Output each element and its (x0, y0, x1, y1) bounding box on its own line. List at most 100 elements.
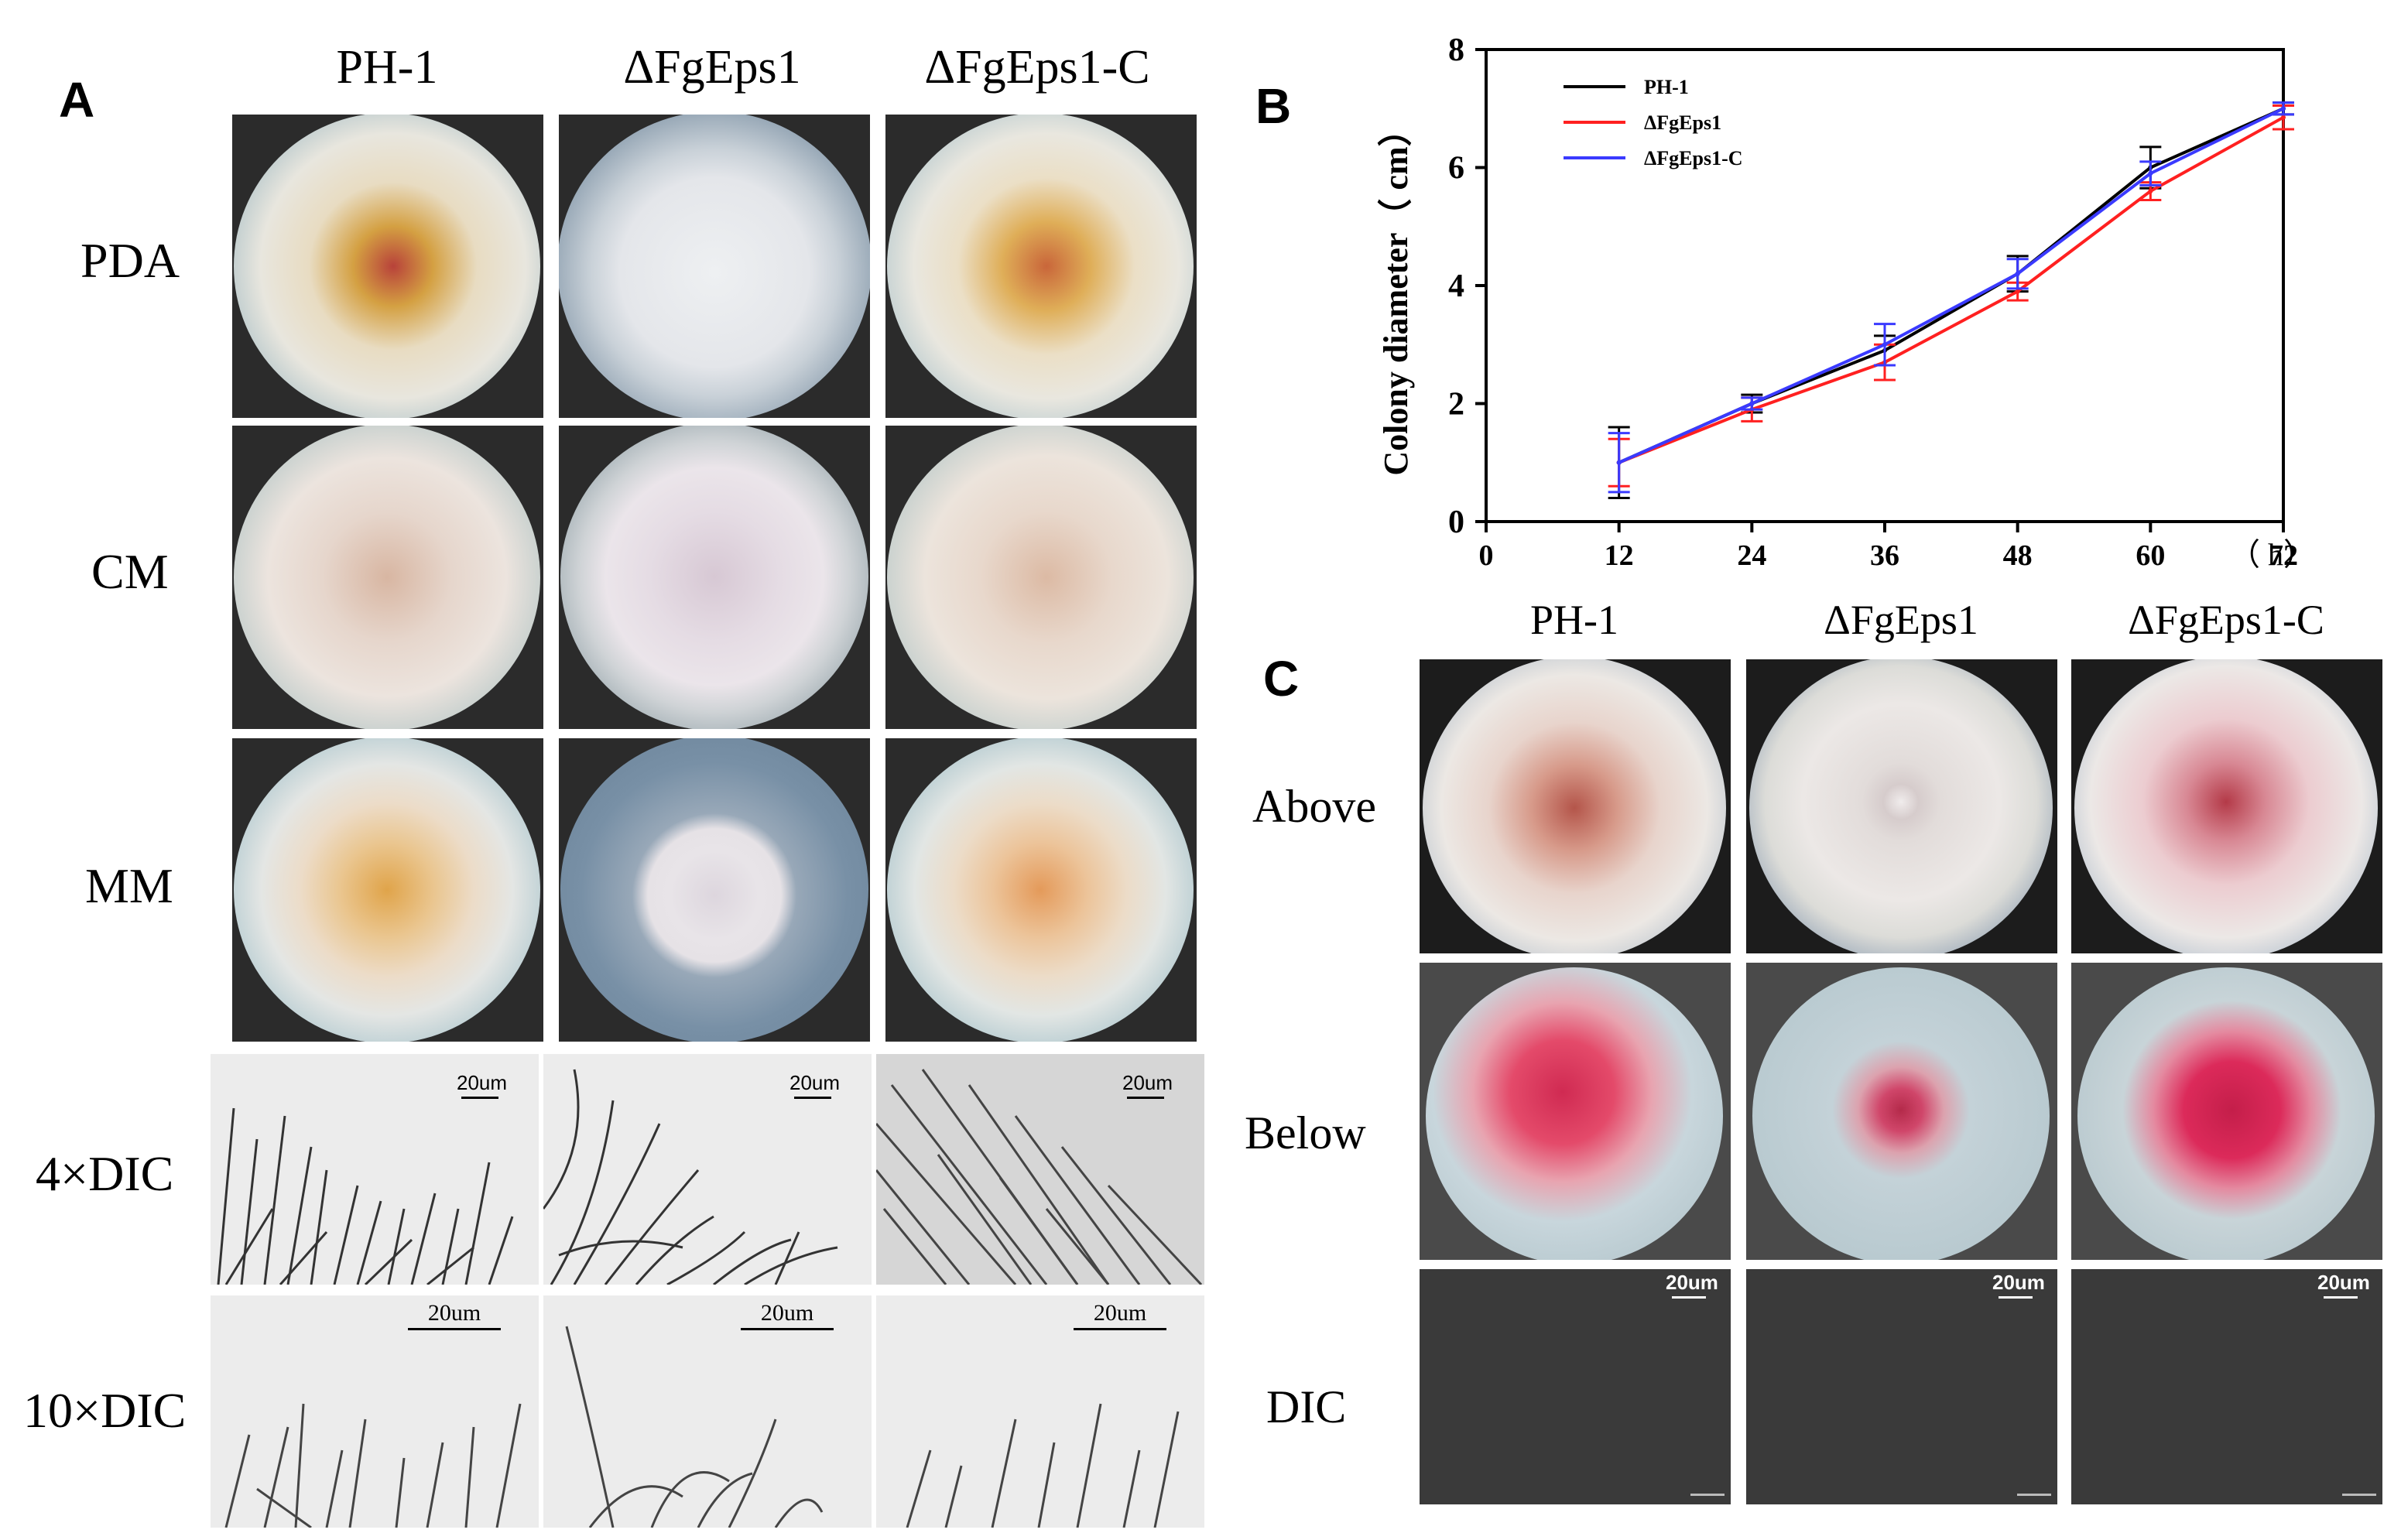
colony-photo-mm-mutant (559, 738, 870, 1042)
data-point (1882, 342, 1887, 347)
colony-photo-below-complement (2071, 963, 2382, 1260)
scale-bar-label: 20um (760, 1300, 814, 1326)
scale-bar-bottom (2342, 1494, 2376, 1496)
data-point (2148, 189, 2153, 193)
scale-bar: 20um (404, 1300, 505, 1330)
dic-10x-ph1: 20um (211, 1295, 539, 1528)
chart-legend: PH-1 ΔFgEps1 ΔFgEps1-C (1564, 76, 1743, 169)
scale-bar: 20um (457, 1071, 507, 1099)
panel-a-row-header: PDA (80, 233, 180, 288)
panel-c-row-header: Below (1245, 1107, 1366, 1158)
data-point (2015, 271, 2020, 276)
colony-photo-mm-complement (885, 738, 1197, 1042)
colony-photo-below-ph1 (1420, 963, 1731, 1260)
dic-mutant: 20um (1746, 1269, 2057, 1504)
panel-a-row-header: 10×DIC (23, 1383, 187, 1438)
chart-x-axis-unit-label: （ h） (2229, 537, 2314, 572)
panel-c-column-header: ΔFgEps1-C (2128, 597, 2324, 643)
scale-bar-label: 20um (1122, 1071, 1173, 1094)
panel-a-row-header: 4×DIC (36, 1146, 174, 1201)
colony-photo-below-mutant (1746, 963, 2057, 1260)
colony-photo-cm-complement (885, 426, 1197, 729)
panel-label-b: B (1255, 78, 1292, 134)
hyphae-drawing (906, 1403, 1180, 1528)
x-tick-label: 0 (1479, 539, 1494, 572)
series-line (1618, 107, 2284, 464)
x-tick-label: 12 (1605, 539, 1634, 572)
scale-bar: 20um (737, 1300, 837, 1330)
y-tick-label: 8 (1448, 33, 1464, 68)
colony-photo-pda-ph1 (232, 115, 543, 418)
panel-c-column-header: ΔFgEps1 (1824, 597, 1978, 643)
scale-bar: 20um (2317, 1271, 2370, 1299)
data-point (1616, 460, 1622, 465)
colony-photo-above-mutant (1746, 659, 2057, 953)
panel-label-c: C (1263, 651, 1300, 707)
x-tick-label: 24 (1737, 539, 1766, 572)
panel-c-row-header: DIC (1266, 1381, 1347, 1432)
scale-bar: 20um (789, 1071, 840, 1099)
panel-a-column-header: PH-1 (336, 41, 438, 94)
scale-bar: 20um (1122, 1071, 1173, 1099)
panel-a-column-header: ΔFgEps1 (623, 41, 801, 94)
hyphae-drawing (543, 1069, 838, 1285)
dic-4x-complement: 20um (876, 1054, 1204, 1285)
panel-a-row-header: MM (85, 858, 173, 913)
dic-10x-mutant: 20um (543, 1295, 872, 1528)
dic-4x-ph1: 20um (211, 1054, 539, 1285)
colony-photo-cm-ph1 (232, 426, 543, 729)
series-line (1618, 115, 2284, 464)
colony-photo-above-complement (2071, 659, 2382, 953)
colony-photo-pda-complement (885, 115, 1197, 418)
scale-bar-bottom (2017, 1494, 2051, 1496)
legend-label: PH-1 (1644, 76, 1689, 98)
dic-10x-complement: 20um (876, 1295, 1204, 1528)
colony-photo-cm-mutant (559, 426, 870, 729)
hyphae-drawing (217, 1107, 514, 1285)
scale-bar: 20um (1666, 1271, 1718, 1299)
data-point (1749, 401, 1755, 406)
panel-c-column-header: PH-1 (1529, 597, 1618, 643)
data-point (2281, 115, 2286, 120)
scale-bar-label: 20um (427, 1300, 481, 1326)
dic-ph1: 20um (1420, 1269, 1731, 1504)
y-tick-label: 4 (1448, 269, 1464, 304)
y-tick-label: 6 (1448, 151, 1464, 187)
plot-frame (1485, 48, 2285, 523)
scale-bar-label: 20um (457, 1071, 508, 1094)
colony-photo-above-ph1 (1420, 659, 1731, 953)
panel-c-row-header: Above (1252, 781, 1376, 832)
chart-axes (1485, 48, 2285, 523)
x-tick-label: 36 (1870, 539, 1899, 572)
colony-photo-mm-ph1 (232, 738, 543, 1042)
panel-a-column-header: ΔFgEps1-C (924, 41, 1150, 94)
scale-bar: 20um (1992, 1271, 2045, 1299)
chart-series (1608, 101, 2294, 499)
scale-bar-label: 20um (789, 1071, 841, 1094)
colony-photo-pda-mutant (559, 115, 870, 418)
panel-label-a: A (59, 72, 95, 128)
panel-a-row-header: CM (91, 544, 169, 599)
x-tick-label: 60 (2136, 539, 2165, 572)
hyphae-drawing (224, 1403, 522, 1528)
data-point (2281, 106, 2286, 111)
hyphae-drawing (565, 1326, 824, 1528)
chart-y-axis-label: Colony diameter（ cm） (1377, 112, 1415, 475)
legend-label: ΔFgEps1-C (1644, 147, 1743, 169)
data-point (2148, 171, 2153, 176)
y-tick-label: 2 (1448, 387, 1464, 423)
data-point (2015, 289, 2020, 294)
scale-bar-bottom (1690, 1494, 1725, 1496)
scale-bar-label: 20um (1992, 1271, 2045, 1294)
scale-bar-label: 20um (2317, 1271, 2370, 1294)
scale-bar-label: 20um (1093, 1300, 1147, 1326)
x-tick-label: 72 (2269, 539, 2298, 572)
scale-bar-label: 20um (1666, 1271, 1718, 1294)
dic-4x-mutant: 20um (543, 1054, 872, 1285)
legend-label: ΔFgEps1 (1644, 111, 1721, 134)
y-tick-label: 0 (1448, 505, 1464, 540)
dic-complement: 20um (2071, 1269, 2382, 1504)
x-tick-label: 48 (2003, 539, 2033, 572)
